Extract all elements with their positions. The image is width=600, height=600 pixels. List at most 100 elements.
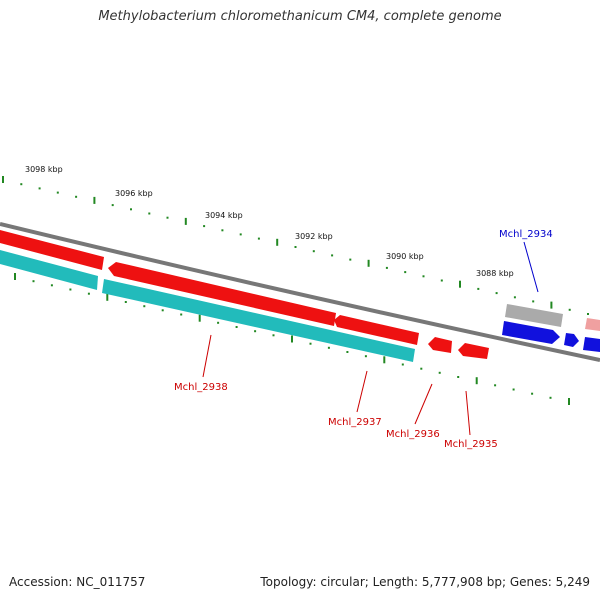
forward-strand-genes: [0, 230, 600, 359]
scale-tick: [69, 288, 72, 291]
gene-arrow[interactable]: [564, 333, 579, 347]
scale-tick: [494, 384, 497, 387]
scale-tick: [568, 308, 571, 311]
gene-block[interactable]: [102, 279, 415, 362]
scale-tick: [512, 388, 515, 391]
scale-tick: [422, 275, 425, 278]
scale-tick: [385, 266, 388, 269]
scale-tick: [106, 293, 109, 301]
scale-tick: [459, 280, 461, 288]
scale-tick: [276, 238, 279, 246]
gene-label-mchl-2936[interactable]: Mchl_2936: [386, 429, 440, 440]
scale-tick: [93, 196, 96, 204]
gene-arrow[interactable]: [334, 315, 419, 345]
label-leaders: [202, 241, 539, 436]
scale-tick: [475, 377, 478, 385]
scale-tick: [327, 346, 330, 349]
scale-tick: [420, 367, 423, 370]
scale-tick: [124, 301, 127, 303]
inner-scale-ticks: [14, 273, 570, 405]
leader-line: [202, 334, 212, 378]
gene-block[interactable]: [0, 250, 98, 290]
scale-tick: [272, 334, 275, 337]
scale-tick: [477, 287, 480, 290]
scale-tick: [312, 250, 315, 253]
scale-tick: [111, 204, 114, 207]
scale-label: 3098 kbp: [25, 165, 63, 174]
scale-tick: [56, 191, 59, 194]
scale-tick: [161, 309, 164, 312]
gene-arrow[interactable]: [585, 318, 600, 331]
scale-tick: [404, 271, 407, 274]
scale-label: 3096 kbp: [115, 189, 153, 198]
gene-label-mchl-2937[interactable]: Mchl_2937: [328, 417, 382, 428]
scale-tick: [291, 335, 293, 343]
gene-label-mchl-2934[interactable]: Mchl_2934: [499, 229, 553, 240]
scale-tick: [166, 216, 169, 219]
scale-tick: [50, 284, 53, 287]
scale-tick: [349, 258, 352, 261]
leader-line: [523, 241, 539, 293]
scale-tick: [513, 296, 516, 299]
leader-line: [465, 390, 471, 436]
gene-labels: Mchl_2934 Mchl_2938 Mchl_2937 Mchl_2936 …: [174, 229, 553, 450]
scale-tick: [14, 273, 16, 280]
scale-tick: [254, 330, 257, 333]
scale-tick: [20, 183, 23, 186]
scale-label: 3094 kbp: [205, 211, 243, 220]
leader-line: [356, 370, 368, 413]
scale-tick: [143, 305, 146, 308]
scale-tick: [532, 300, 535, 303]
scale-tick: [203, 225, 206, 228]
scale-tick: [346, 351, 349, 353]
scale-tick: [438, 371, 441, 374]
leader-line: [414, 383, 433, 425]
scale-tick: [87, 292, 90, 295]
scale-tick: [550, 301, 553, 309]
reverse-strand-genes: [0, 250, 415, 362]
scale-tick: [257, 237, 260, 240]
scale-tick: [440, 279, 443, 282]
gene-label-mchl-2935[interactable]: Mchl_2935: [444, 439, 498, 450]
scale-tick: [364, 355, 367, 358]
gene-arrow[interactable]: [583, 337, 600, 352]
scale-tick: [217, 321, 220, 324]
scale-tick: [32, 280, 35, 283]
scale-label: 3090 kbp: [386, 252, 424, 261]
scale-tick: [198, 314, 201, 322]
gene-arrow[interactable]: [0, 230, 104, 270]
scale-tick: [239, 233, 242, 236]
scale-tick: [457, 376, 460, 378]
scale-tick: [2, 176, 4, 183]
scale-tick: [587, 313, 589, 315]
scale-tick: [38, 187, 41, 190]
scale-tick: [130, 208, 132, 211]
scale-tick: [180, 313, 183, 316]
scale-tick: [184, 217, 187, 225]
scale-tick: [75, 195, 78, 198]
genome-backbone: [0, 222, 600, 362]
right-side-genes: [502, 304, 600, 352]
gene-label-mchl-2938[interactable]: Mchl_2938: [174, 382, 228, 393]
scale-tick: [331, 254, 334, 257]
scale-tick: [549, 396, 552, 399]
scale-label: 3092 kbp: [295, 232, 333, 241]
scale-tick: [221, 229, 224, 232]
scale-label: 3088 kbp: [476, 269, 514, 278]
scale-labels: 3098 kbp 3096 kbp 3094 kbp 3092 kbp 3090…: [25, 165, 514, 278]
scale-tick: [401, 363, 404, 366]
gene-arrow[interactable]: [108, 262, 336, 326]
scale-tick: [367, 259, 370, 267]
scale-tick: [309, 342, 312, 345]
gene-arrow[interactable]: [502, 321, 560, 344]
gene-arrow[interactable]: [458, 343, 489, 359]
accession-text: Accession: NC_011757: [9, 575, 146, 589]
scale-tick: [531, 392, 534, 395]
map-title: Methylobacterium chloromethanicum CM4, c…: [98, 9, 502, 24]
scale-tick: [148, 212, 151, 215]
rna-gene[interactable]: [505, 304, 563, 327]
genome-summary-text: Topology: circular; Length: 5,777,908 bp…: [260, 575, 590, 589]
gene-arrow[interactable]: [428, 337, 452, 353]
scale-tick: [568, 398, 570, 405]
